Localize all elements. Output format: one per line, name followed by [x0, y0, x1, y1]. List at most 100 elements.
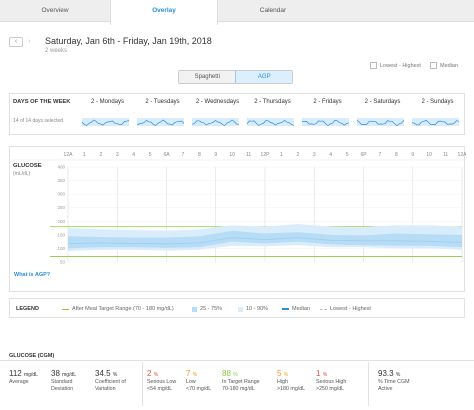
- day-of-week-label: 2 - Wednesdays: [195, 99, 240, 105]
- glucose-stats: 112 mg/dL Average 38 mg/dL Standard Deviatio…: [0, 360, 474, 410]
- time-tick-label: 2: [99, 152, 102, 158]
- sparkline-median: [136, 119, 185, 126]
- toggle-spaghetti[interactable]: Spaghetti: [179, 71, 236, 83]
- time-tick-label: 9: [214, 152, 217, 158]
- outer-band-swatch: [238, 306, 243, 312]
- day-of-week-label: 2 - Mondays: [90, 99, 124, 105]
- time-tick-label: 7: [182, 152, 185, 158]
- day-sparkline: [81, 118, 130, 126]
- lowest-highest-checkbox[interactable]: Lowest - Highest: [370, 62, 421, 69]
- tab-overlay[interactable]: Overlay: [110, 0, 218, 25]
- y-tick-label: 150: [57, 232, 65, 237]
- date-range-title: Saturday, Jan 6th - Friday, Jan 19th, 20…: [45, 36, 212, 46]
- median-checkbox[interactable]: Median: [430, 62, 458, 69]
- stat-label: Low: [186, 378, 196, 385]
- day-of-week-item[interactable]: 2 - Tuesdays: [135, 94, 190, 136]
- stat-sublabel: >250 mg/dL: [316, 385, 345, 392]
- sparkline-band: [192, 118, 239, 126]
- stat-number: 93.3: [378, 369, 394, 378]
- day-of-week-item[interactable]: 2 - Thursdays: [245, 94, 300, 136]
- time-tick-label: 5: [149, 152, 152, 158]
- legend-label: 25 - 75%: [200, 306, 223, 312]
- tab-calendar[interactable]: Calendar: [259, 7, 287, 14]
- day-of-week-label: 2 - Tuesdays: [145, 99, 180, 105]
- y-tick-label: 300: [57, 192, 65, 197]
- date-range-duration: 2 weeks: [45, 48, 68, 54]
- legend-title: LEGEND: [16, 306, 39, 312]
- time-tick-label: 3: [116, 152, 119, 158]
- stat-value: 2 %: [147, 369, 176, 379]
- stat-label: Serious High: [316, 378, 347, 385]
- time-tick-label: 8: [198, 152, 201, 158]
- day-of-week-item[interactable]: 2 - Wednesdays: [190, 94, 245, 136]
- stat-unit: %: [153, 372, 159, 378]
- stat-item: 5 % High >180 mg/dL: [277, 370, 306, 392]
- day-sparkline: [246, 118, 295, 126]
- day-sparkline: [301, 118, 350, 126]
- target-range-swatch: [62, 308, 69, 310]
- what-is-agp-link[interactable]: What is AGP?: [14, 272, 51, 278]
- time-tick-label: 11: [443, 152, 448, 158]
- day-of-week-label: 2 - Saturdays: [364, 99, 401, 105]
- stat-sublabel: Active: [378, 385, 393, 392]
- day-of-week-item[interactable]: 2 - Fridays: [300, 94, 355, 136]
- tab-overview[interactable]: Overview: [41, 7, 69, 14]
- checkbox-box[interactable]: [430, 62, 437, 69]
- stat-value: 93.3 %: [378, 369, 410, 379]
- stat-item: 2 % Serious Low <54 mg/dL: [147, 369, 176, 392]
- glucose-unit: (mL/dL): [13, 171, 31, 177]
- day-of-week-label: 2 - Thursdays: [254, 99, 291, 105]
- days-of-week-title: DAYS OF THE WEEK: [13, 99, 71, 105]
- next-period-button[interactable]: ›: [28, 37, 38, 47]
- chevron-left-icon: ‹: [14, 38, 18, 45]
- stat-item: 112 mg/dL Average: [9, 369, 38, 386]
- time-tick-label: 3: [313, 152, 316, 158]
- day-of-week-item[interactable]: 2 - Saturdays: [355, 94, 410, 136]
- stat-label: High: [277, 378, 288, 385]
- sparkline-median: [81, 119, 130, 126]
- stat-unit: %: [112, 372, 118, 378]
- day-of-week-item[interactable]: 2 - Sundays: [410, 94, 465, 136]
- time-tick-label: 5: [346, 152, 349, 158]
- chart-type-toggle: Spaghetti AGP: [178, 70, 293, 84]
- stat-number: 38: [51, 369, 60, 378]
- days-selected-count: 14 of 14 days selected: [13, 118, 64, 124]
- legend-lowest-highest: Lowest - Highest: [320, 306, 371, 312]
- stat-label: Average: [9, 378, 29, 385]
- time-tick-label: 10: [229, 152, 235, 158]
- sparkline-median: [246, 119, 295, 126]
- y-tick-label: 400: [57, 165, 65, 170]
- toggle-agp[interactable]: AGP: [235, 71, 292, 83]
- time-tick-label: 6P: [360, 152, 367, 158]
- stat-number: 112: [9, 369, 22, 378]
- legend-target-range: After Meal Target Range (70 - 180 mg/dL): [62, 306, 174, 312]
- time-tick-label: 4: [329, 152, 332, 158]
- checkbox-box[interactable]: [370, 62, 377, 69]
- stat-number: 34.5: [95, 369, 111, 378]
- sparkline-median: [191, 119, 240, 126]
- stat-item: 34.5 % Coefficient of Variation: [95, 369, 126, 392]
- day-of-week-item[interactable]: 2 - Mondays: [80, 94, 135, 136]
- sparkline-band: [302, 118, 349, 126]
- day-sparkline: [356, 118, 405, 127]
- chart-legend: LEGEND After Meal Target Range (70 - 180…: [9, 298, 465, 318]
- stat-label: Standard: [51, 378, 73, 385]
- y-tick-label: 200: [57, 219, 65, 224]
- sparkline-band: [82, 118, 129, 126]
- time-tick-label: 12A: [458, 152, 466, 158]
- y-tick-label: 100: [57, 246, 65, 251]
- stat-item: 1 % Serious High >250 mg/dL: [316, 370, 347, 392]
- stat-unit: %: [233, 372, 238, 378]
- median-label: Median: [440, 62, 459, 69]
- glucose-title: GLUCOSE: [13, 163, 42, 169]
- stat-value: 1 %: [316, 370, 346, 379]
- stat-item: 93.3 %% Time CGM Active: [378, 369, 410, 392]
- prev-period-button[interactable]: ‹: [9, 37, 23, 47]
- stat-unit: %: [395, 372, 401, 378]
- legend-label: After Meal Target Range (70 - 180 mg/dL): [72, 306, 174, 312]
- stat-sublabel: >180 mg/dL: [277, 385, 306, 392]
- stat-number: 2: [147, 369, 152, 378]
- stat-value: 88 %: [222, 370, 260, 379]
- day-of-week-label: 2 - Fridays: [313, 99, 342, 105]
- view-tabs: Overview Overlay Calendar: [0, 0, 474, 25]
